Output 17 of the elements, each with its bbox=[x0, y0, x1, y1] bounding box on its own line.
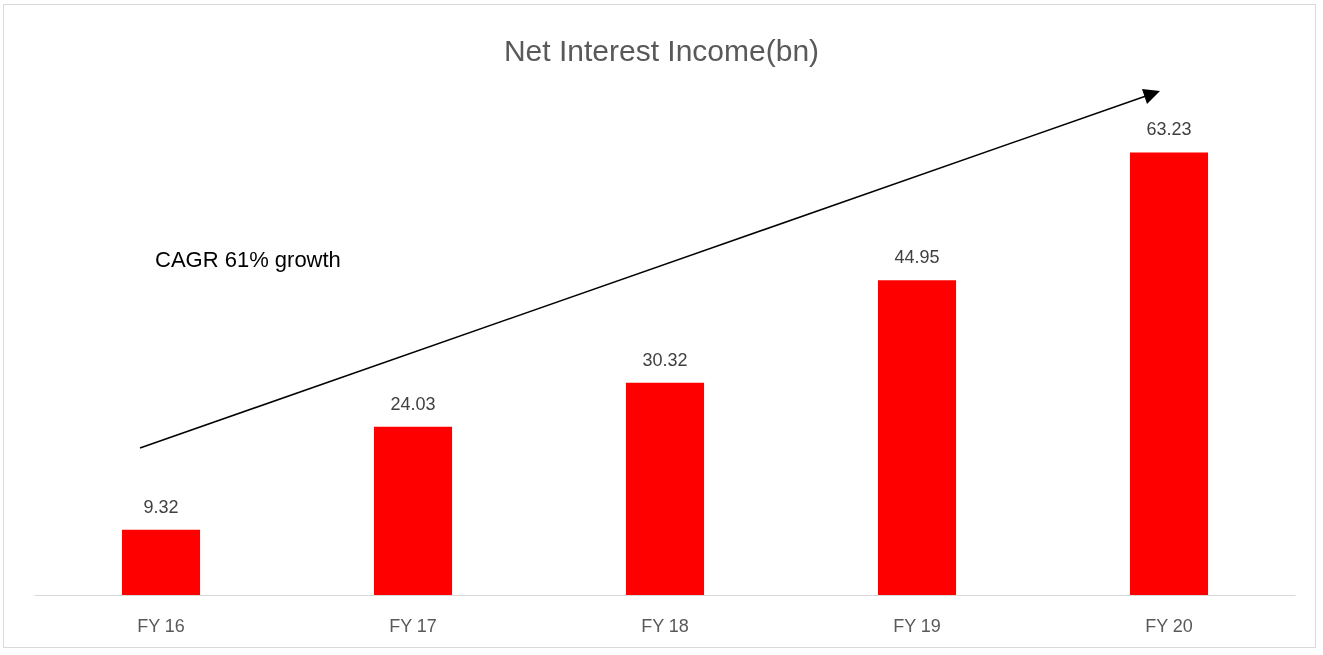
bar bbox=[1129, 152, 1209, 595]
x-tick-label: FY 17 bbox=[389, 616, 437, 636]
bar bbox=[625, 382, 705, 595]
data-label: 63.23 bbox=[1146, 119, 1192, 140]
x-tick-label: FY 16 bbox=[137, 616, 185, 636]
data-label: 9.32 bbox=[143, 496, 179, 517]
bar bbox=[877, 280, 957, 595]
data-label: 30.32 bbox=[642, 349, 688, 370]
x-tick-label: FY 18 bbox=[641, 616, 689, 636]
annotation: CAGR 61% growth bbox=[155, 246, 341, 272]
x-tick-label: FY 19 bbox=[893, 616, 941, 636]
data-label: 24.03 bbox=[390, 393, 436, 414]
bar bbox=[121, 529, 201, 595]
bar bbox=[373, 426, 453, 595]
x-tick-label: FY 20 bbox=[1145, 616, 1193, 636]
data-label: 44.95 bbox=[894, 247, 940, 268]
chart-title: Net Interest Income(bn) bbox=[503, 33, 820, 67]
